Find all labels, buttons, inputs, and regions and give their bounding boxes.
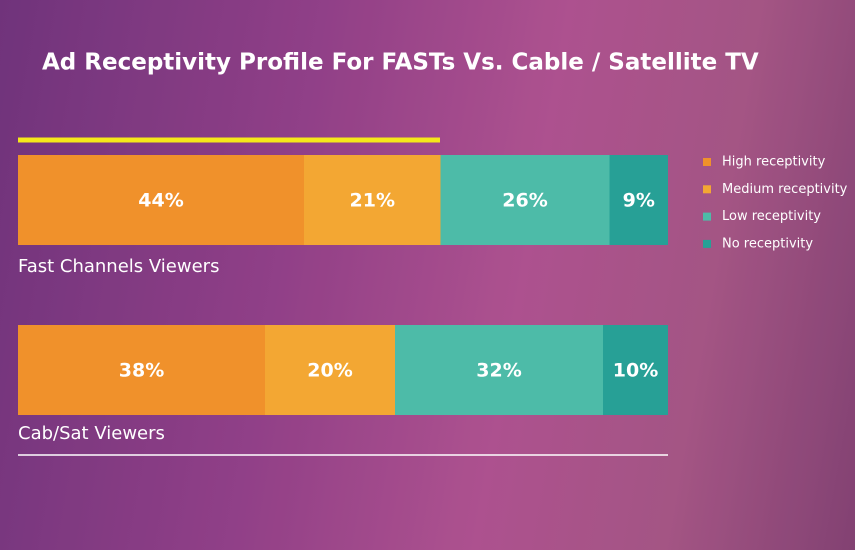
legend-swatch bbox=[703, 239, 711, 248]
value-label: 9% bbox=[623, 190, 655, 212]
legend-swatch bbox=[703, 158, 711, 166]
chart-title: Ad Receptivity Profile For FASTs Vs. Cab… bbox=[42, 50, 759, 76]
value-label: 26% bbox=[502, 190, 547, 212]
legend-label: Low receptivity bbox=[722, 209, 821, 224]
legend-label: High receptivity bbox=[722, 155, 826, 170]
value-label: 44% bbox=[138, 190, 183, 212]
legend-label: Medium receptivity bbox=[722, 182, 848, 197]
value-label: 32% bbox=[476, 360, 521, 382]
value-label: 38% bbox=[119, 360, 164, 382]
bar-segment bbox=[609, 155, 668, 245]
bar-segment bbox=[395, 325, 603, 415]
bar-segment bbox=[603, 325, 668, 415]
legend-label: No receptivity bbox=[722, 236, 813, 251]
category-label: Cab/Sat Viewers bbox=[18, 423, 165, 444]
value-label: 21% bbox=[350, 190, 395, 212]
value-label: 10% bbox=[613, 360, 658, 382]
legend-swatch bbox=[703, 185, 711, 194]
bar-segment bbox=[304, 155, 441, 245]
value-label: 20% bbox=[307, 360, 352, 382]
bar-segment bbox=[18, 155, 304, 245]
legend-swatch bbox=[703, 212, 711, 221]
category-label: Fast Channels Viewers bbox=[18, 256, 219, 277]
bar-segment bbox=[18, 325, 265, 415]
bar-segment bbox=[265, 325, 395, 415]
bar-segment bbox=[440, 155, 610, 245]
